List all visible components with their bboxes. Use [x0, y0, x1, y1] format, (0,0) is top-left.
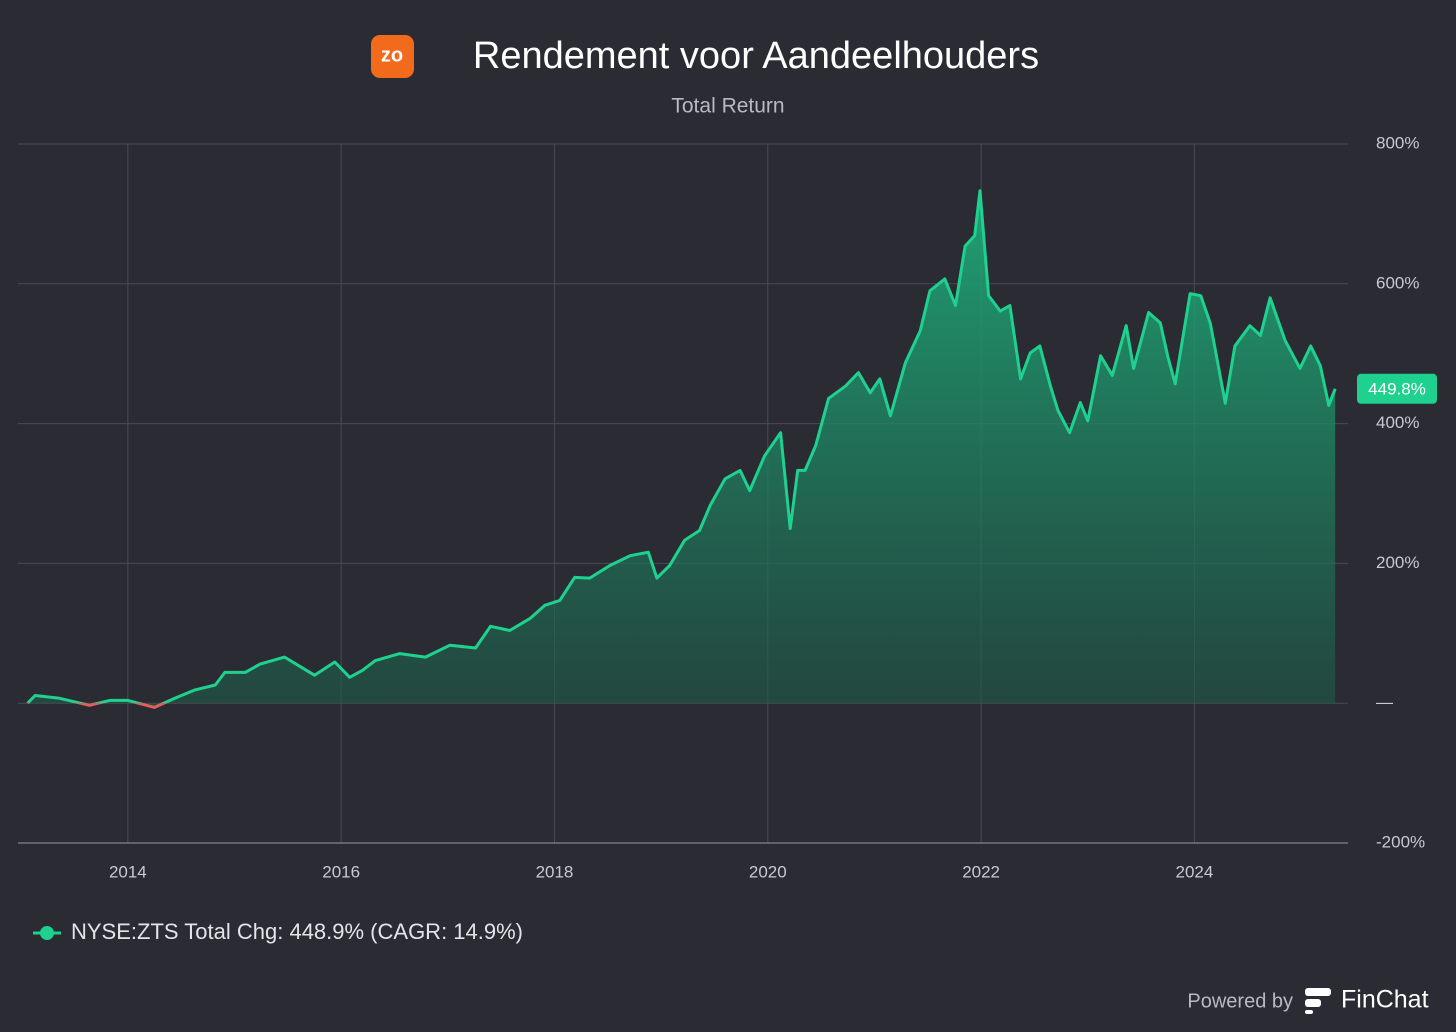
x-tick-label: 2020 [749, 862, 787, 881]
x-tick-label: 2022 [962, 862, 1000, 881]
legend-label: NYSE:ZTS Total Chg: 448.9% (CAGR: 14.9%) [71, 919, 523, 944]
brand-icon [1305, 1010, 1313, 1014]
x-tick-label: 2014 [109, 862, 147, 881]
y-tick-label: 600% [1376, 273, 1419, 292]
powered-by: Powered by [1187, 990, 1293, 1012]
logo [371, 35, 414, 78]
brand: FinChat [1341, 986, 1429, 1014]
chart-subtitle: Total Return [671, 95, 784, 118]
y-tick-label: — [1376, 693, 1393, 712]
end-label-badge [1357, 373, 1437, 404]
x-tick-label: 2016 [322, 862, 360, 881]
y-tick-label: 800% [1376, 133, 1419, 152]
legend-swatch [40, 926, 54, 940]
line [26, 189, 1337, 709]
brand-icon [1305, 988, 1331, 996]
x-tick-label: 2024 [1176, 862, 1214, 881]
brand-icon [1305, 999, 1321, 1007]
x-tick-label: 2018 [536, 862, 574, 881]
logo-text: zo [381, 44, 403, 66]
y-tick-label: 200% [1376, 553, 1419, 572]
end-label: 449.8% [1368, 379, 1426, 398]
y-tick-label: 400% [1376, 413, 1419, 432]
chart-title: Rendement voor Aandeelhouders [473, 35, 1039, 77]
y-tick-label: -200% [1376, 832, 1425, 851]
area [27, 190, 1336, 708]
